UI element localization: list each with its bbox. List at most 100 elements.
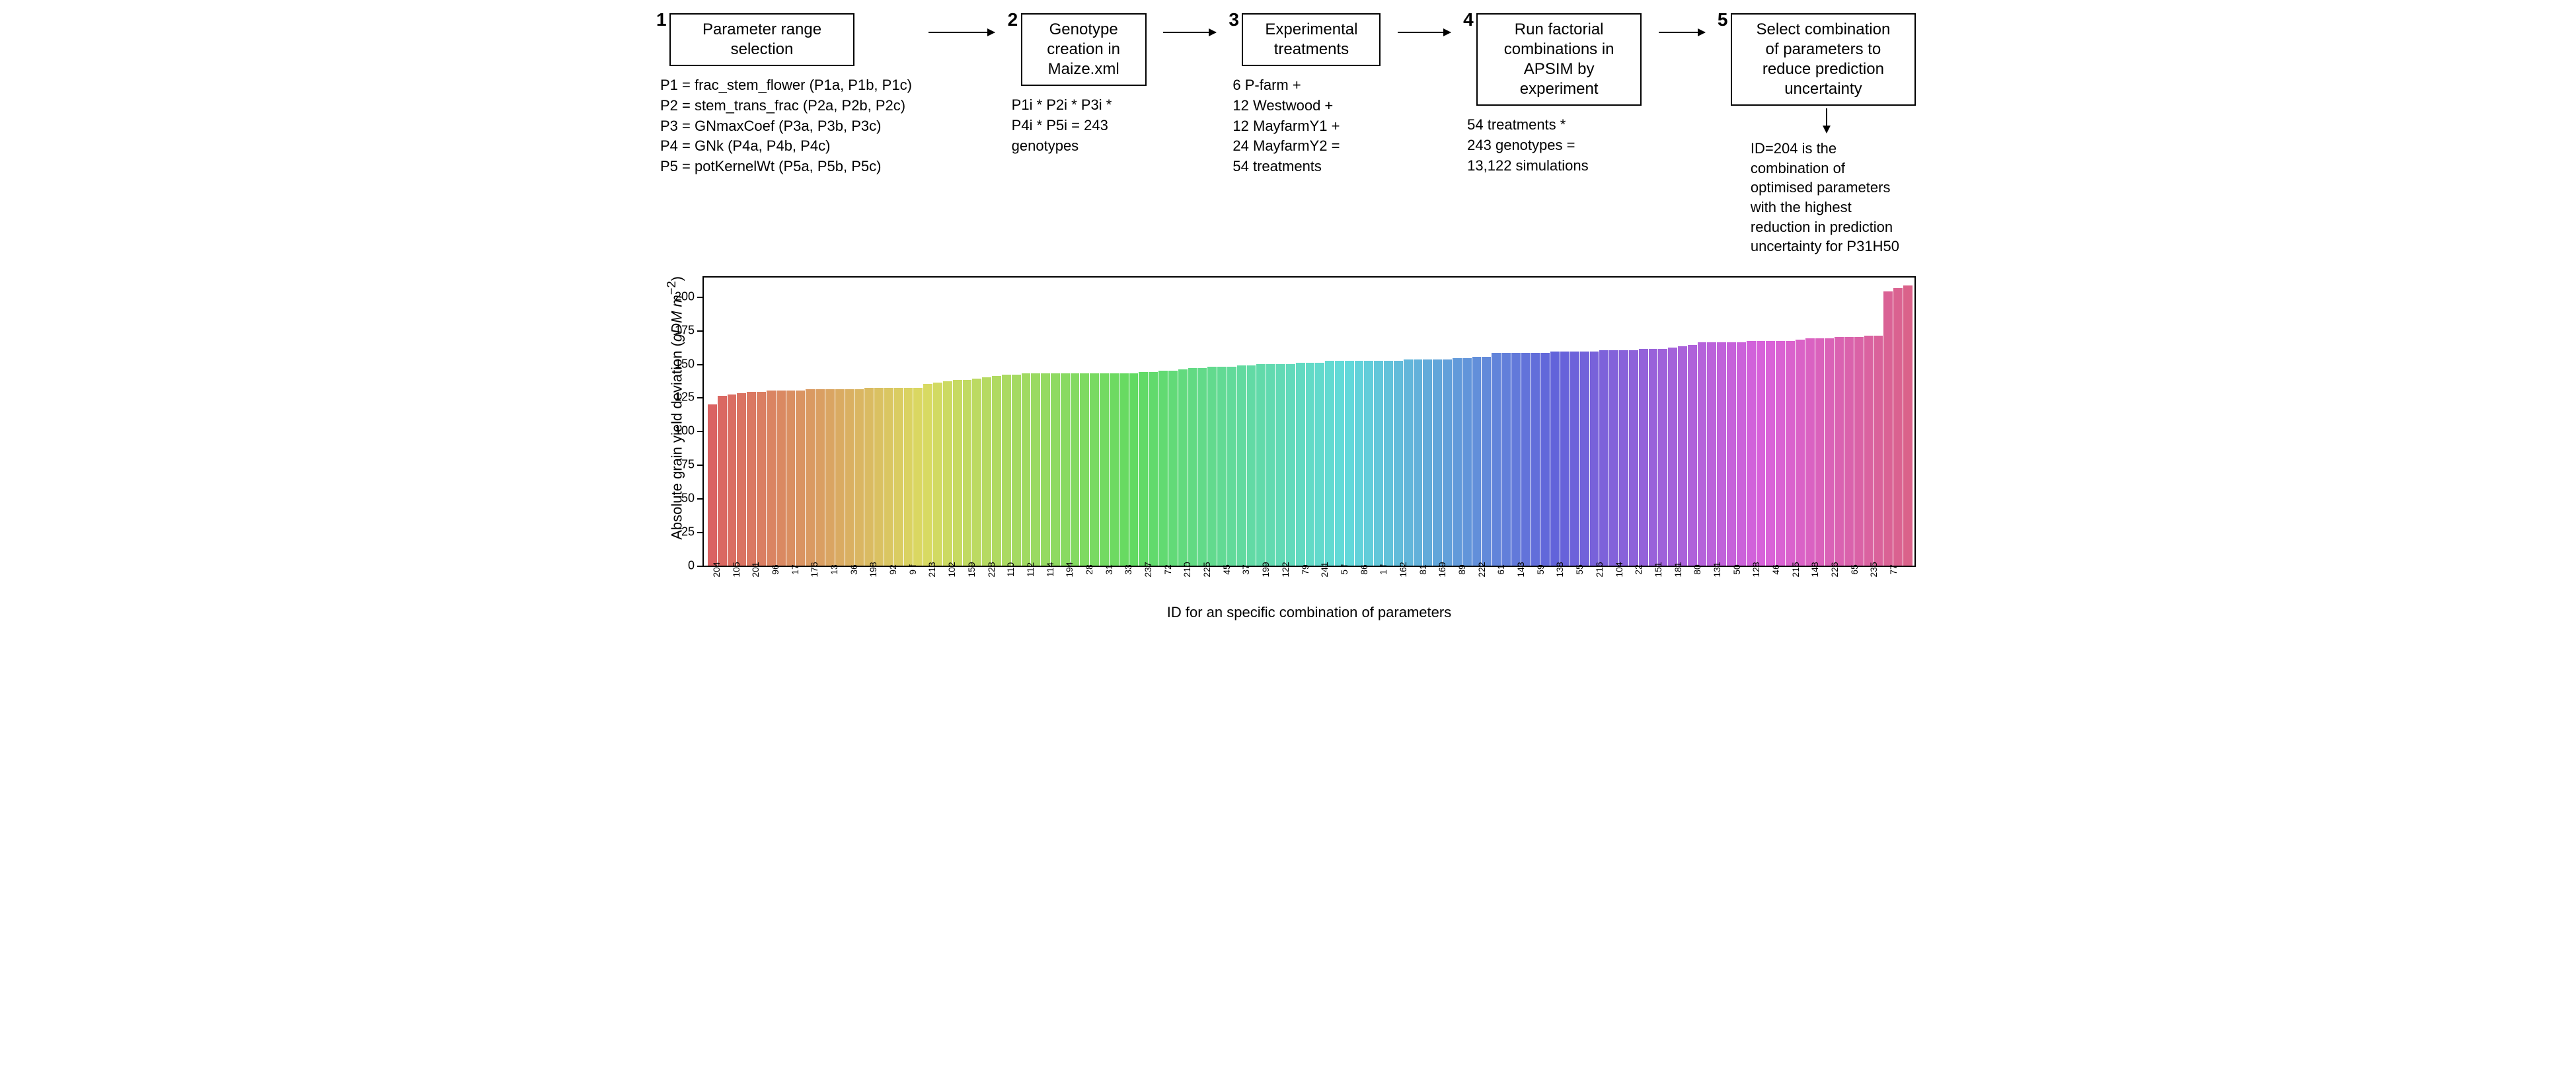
bar xyxy=(815,389,825,566)
x-tick-label: 226 xyxy=(1825,570,1834,600)
bar xyxy=(1874,336,1883,566)
bar xyxy=(1315,363,1324,566)
bar xyxy=(1061,373,1070,566)
y-tick-label: 125 xyxy=(662,391,695,404)
bar xyxy=(913,388,923,566)
x-tick-label xyxy=(1599,570,1609,600)
x-tick-label xyxy=(913,570,922,600)
bar xyxy=(1394,361,1403,566)
x-tick-label xyxy=(814,570,823,600)
bar xyxy=(1443,359,1452,566)
bar xyxy=(1727,342,1736,566)
bar xyxy=(992,376,1001,566)
bar xyxy=(1462,358,1472,566)
x-tick-label: 176 xyxy=(804,570,814,600)
x-tick-label xyxy=(1423,570,1432,600)
bar xyxy=(874,388,884,566)
bar xyxy=(1668,348,1677,566)
step-description: 54 treatments * 243 genotypes = 13,122 s… xyxy=(1467,115,1588,176)
step-description: P1i * P2i * P3i * P4i * P5i = 243 genoty… xyxy=(1012,95,1112,156)
step-box: Parameter range selection xyxy=(669,13,854,66)
y-tick-label: 0 xyxy=(662,559,695,573)
x-tick-label xyxy=(1482,570,1491,600)
bar xyxy=(1100,373,1109,566)
x-tick-label: 228 xyxy=(981,570,991,600)
x-tick-label: 33 xyxy=(1118,570,1127,600)
right-arrow-icon xyxy=(1659,32,1705,33)
bar xyxy=(1227,367,1236,566)
bar xyxy=(1158,371,1168,566)
bar xyxy=(1786,341,1795,566)
x-tick-label: 114 xyxy=(1040,570,1049,600)
x-tick-label xyxy=(1285,570,1295,600)
bar xyxy=(1717,342,1726,566)
x-tick-label xyxy=(1737,570,1746,600)
y-tick-label: 150 xyxy=(662,357,695,371)
bar xyxy=(1207,367,1217,566)
x-tick-label xyxy=(1618,570,1628,600)
bar xyxy=(1590,352,1599,566)
bar xyxy=(806,389,815,566)
down-arrow-icon xyxy=(1823,108,1831,133)
bar xyxy=(1433,359,1442,566)
x-tick-label: 65 xyxy=(1844,570,1854,600)
x-tick-label xyxy=(1383,570,1392,600)
bar xyxy=(747,392,756,566)
x-tick-label xyxy=(1776,570,1785,600)
x-tick-label: 5 f xyxy=(1334,570,1344,600)
x-tick-label xyxy=(834,570,843,600)
x-tick-label xyxy=(1521,570,1530,600)
bar xyxy=(1707,342,1716,566)
bar xyxy=(1844,337,1854,566)
x-tick-label: 50 xyxy=(1727,570,1736,600)
x-tick-label: 204 xyxy=(706,570,716,600)
x-tick-label: 80 xyxy=(1687,570,1696,600)
x-tick-label: 169 xyxy=(1432,570,1441,600)
bar xyxy=(953,380,962,566)
x-tick-label xyxy=(1560,570,1569,600)
bar xyxy=(1531,353,1540,566)
x-tick-label xyxy=(755,570,765,600)
x-tick-label xyxy=(971,570,981,600)
bar xyxy=(718,396,727,566)
y-tick-label: 200 xyxy=(662,289,695,303)
x-tick-label xyxy=(1658,570,1667,600)
x-tick-label xyxy=(1854,570,1864,600)
x-tick-label: 13 xyxy=(824,570,833,600)
x-tick-label: 104 xyxy=(1609,570,1618,600)
bar xyxy=(757,392,766,566)
x-tick-label xyxy=(1227,570,1236,600)
bar xyxy=(1501,353,1511,566)
x-tick-label: 55 xyxy=(1570,570,1579,600)
x-tick-label: 92 xyxy=(883,570,892,600)
y-tick-label: 25 xyxy=(662,525,695,539)
x-tick-label xyxy=(1442,570,1451,600)
bar xyxy=(728,394,737,566)
bar xyxy=(1217,367,1227,566)
bar xyxy=(708,404,717,566)
x-ticks: 20410520196171761336198929 f213102159228… xyxy=(702,570,1916,600)
x-tick-label: 138 xyxy=(1550,570,1560,600)
x-tick-label xyxy=(873,570,882,600)
x-tick-label: 162 xyxy=(1393,570,1402,600)
step-description: 6 P-farm + 12 Westwood + 12 MayfarmY1 + … xyxy=(1232,75,1340,177)
bar xyxy=(1580,352,1589,566)
x-tick-label xyxy=(736,570,745,600)
x-tick-label: 237 xyxy=(1138,570,1147,600)
bar xyxy=(1521,353,1531,566)
bar xyxy=(737,393,746,566)
x-tick-label xyxy=(893,570,902,600)
x-tick-label: 122 xyxy=(1275,570,1285,600)
bar xyxy=(835,389,845,566)
x-tick-label xyxy=(1638,570,1648,600)
x-tick-label xyxy=(775,570,784,600)
bar xyxy=(1825,338,1834,566)
bar xyxy=(1453,358,1462,566)
x-tick-label xyxy=(1128,570,1137,600)
x-tick-label: 89 xyxy=(1452,570,1461,600)
x-axis-label: ID for an specific combination of parame… xyxy=(702,604,1916,621)
bar xyxy=(1012,375,1021,566)
bar xyxy=(1345,361,1354,566)
step-box: Genotype creation in Maize.xml xyxy=(1021,13,1147,86)
bar xyxy=(1492,353,1501,566)
